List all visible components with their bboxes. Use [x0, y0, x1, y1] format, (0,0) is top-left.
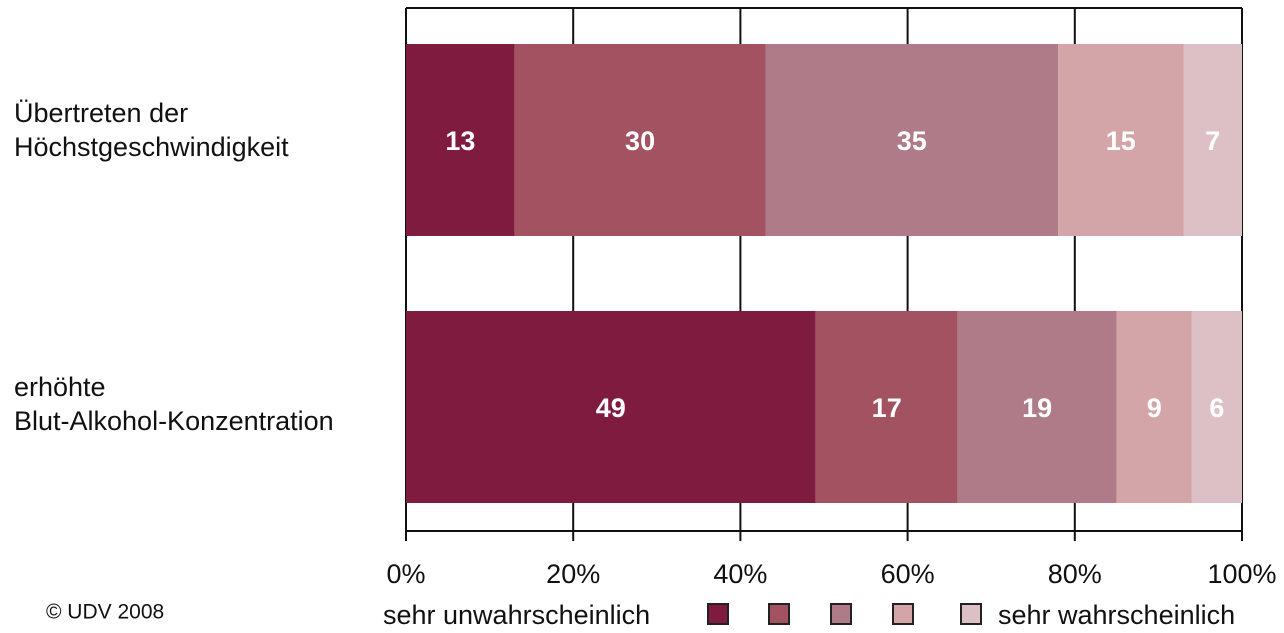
legend-swatch-5	[960, 603, 982, 625]
data-label: 19	[1022, 393, 1052, 423]
legend-swatch-1	[707, 603, 729, 625]
data-label: 35	[897, 126, 927, 156]
data-label: 17	[872, 393, 902, 423]
category-label-line: Blut-Alkohol-Konzentration	[14, 406, 334, 436]
bar-segment	[406, 44, 515, 236]
legend-swatch-3	[830, 603, 852, 625]
category-label-alcohol: erhöhte Blut-Alkohol-Konzentration	[14, 370, 334, 438]
legend-start-label-wrap: sehr unwahrscheinlich	[383, 598, 650, 632]
bar-segment	[406, 311, 816, 503]
data-label: 13	[445, 126, 475, 156]
legend-end-label: sehr wahrscheinlich	[998, 599, 1236, 630]
bar-segment	[957, 311, 1117, 503]
bar-segment	[1191, 311, 1242, 503]
data-label: 7	[1205, 126, 1220, 156]
legend-swatch-2	[768, 603, 790, 625]
x-tick-label: 20%	[546, 559, 600, 589]
category-label-speeding: Übertreten der Höchstgeschwindigkeit	[14, 96, 289, 164]
data-label: 6	[1209, 393, 1224, 423]
bar-segment	[1058, 44, 1184, 236]
data-label: 9	[1147, 393, 1162, 423]
x-tick-label: 80%	[1048, 559, 1102, 589]
bar-segment	[1183, 44, 1242, 236]
x-tick-label: 60%	[881, 559, 935, 589]
legend-end-label-wrap: sehr wahrscheinlich	[998, 598, 1235, 632]
x-tick-label: 0%	[386, 559, 425, 589]
category-label-line: Höchstgeschwindigkeit	[14, 132, 289, 162]
data-label: 49	[596, 393, 626, 423]
x-tick-label: 100%	[1207, 559, 1276, 589]
category-label-line: Übertreten der	[14, 98, 189, 128]
data-label: 15	[1106, 126, 1136, 156]
legend-swatch-4	[892, 603, 914, 625]
x-tick-label: 40%	[713, 559, 767, 589]
category-label-line: erhöhte	[14, 372, 106, 402]
copyright-notice: © UDV 2008	[46, 600, 165, 624]
bar-segment	[514, 44, 766, 236]
bar-segment	[815, 311, 958, 503]
bar-segment	[765, 44, 1059, 236]
bar-segment	[1116, 311, 1192, 503]
data-label: 30	[625, 126, 655, 156]
legend-start-label: sehr unwahrscheinlich	[383, 599, 651, 630]
